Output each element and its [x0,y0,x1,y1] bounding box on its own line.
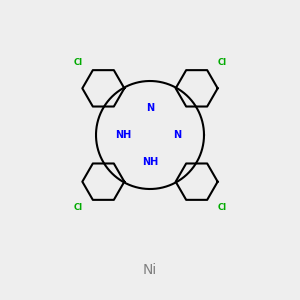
Text: Cl: Cl [73,58,83,68]
Text: Cl: Cl [73,202,83,211]
Text: Ni: Ni [143,263,157,277]
Text: NH: NH [142,157,158,167]
Text: Cl: Cl [218,58,227,68]
Text: NH: NH [115,130,131,140]
Text: Cl: Cl [218,202,227,211]
Text: N: N [146,103,154,113]
Text: N: N [173,130,181,140]
